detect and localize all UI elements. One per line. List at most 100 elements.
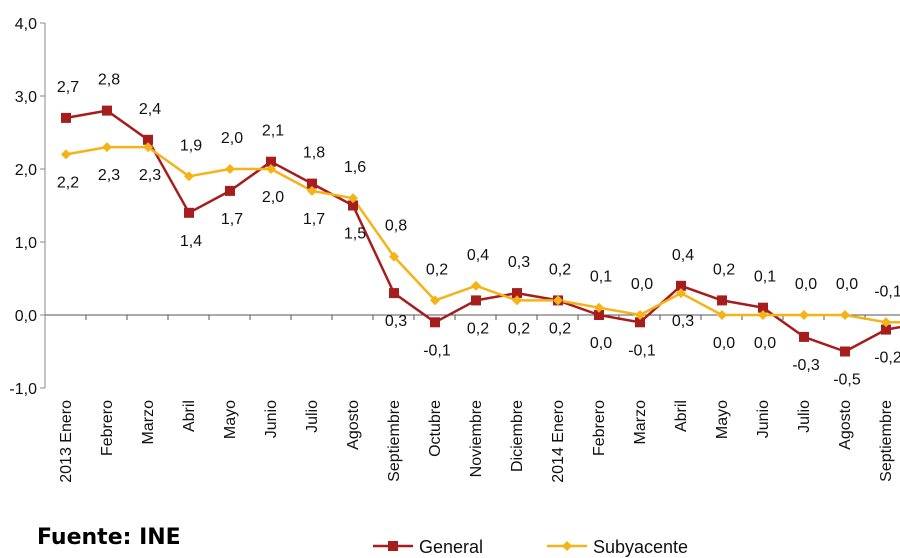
legend-label-general: General [419,537,483,557]
x-tick-label: Septiembre [878,400,895,482]
data-label-general: 1,8 [303,145,325,162]
data-point-general [102,105,112,116]
x-tick-label: Octubre [427,400,444,457]
data-point-general [881,324,891,335]
data-point-general [594,310,604,320]
data-point-general [430,317,440,328]
legend-marker-general [388,541,398,551]
data-label-general: 2,1 [262,123,284,140]
data-label-subyacente: 2,0 [262,189,284,206]
x-tick-label: Agosto [345,400,362,450]
y-tick-label: 3,0 [15,89,37,106]
data-label-general: 0,4 [672,247,694,264]
x-tick-label: Abril [673,400,690,432]
data-label-subyacente: 0,0 [795,276,817,293]
x-tick-label: Noviembre [468,400,485,477]
data-label-subyacente: 2,3 [98,167,120,184]
data-label-subyacente: 1,9 [180,137,202,154]
data-label-general: 2,8 [98,72,120,89]
data-label-general: 0,2 [467,320,489,337]
data-label-subyacente: 0,0 [754,335,776,352]
data-point-subyacente [553,295,563,306]
data-point-subyacente [471,280,481,291]
data-label-general: -0,3 [792,357,820,374]
x-tick-label: 2014 Enero [550,400,567,483]
x-tick-label: Junio [263,400,280,438]
data-point-general [225,185,235,196]
x-tick-label: Diciembre [509,400,526,472]
data-point-subyacente [881,317,891,328]
data-label-general: 0,3 [385,313,407,330]
data-label-subyacente: 0,4 [467,247,489,264]
x-tick-label: Febrero [591,400,608,456]
y-tick-label: -1,0 [9,381,37,398]
data-point-subyacente [307,185,317,196]
data-point-subyacente [758,310,768,320]
data-label-general: 1,7 [221,211,243,228]
data-label-subyacente: 0,0 [631,276,653,293]
data-label-subyacente: 0,2 [426,261,448,278]
x-tick-label: Marzo [140,400,157,445]
data-label-general: 2,7 [57,79,79,96]
series-line-general [65,109,900,353]
data-point-subyacente [594,302,604,313]
data-label-general: 1,4 [180,233,202,250]
data-point-general [266,156,276,167]
data-label-subyacente: 1,6 [344,159,366,176]
x-tick-label: Agosto [837,400,854,450]
data-label-general: 0,1 [754,269,776,286]
data-label-subyacente: 0,2 [508,320,530,337]
data-label-general: -0,1 [628,342,656,359]
x-tick-label: Marzo [632,400,649,445]
data-point-subyacente [143,142,153,153]
chart-series [61,105,900,357]
data-point-subyacente [102,142,112,153]
data-point-subyacente [840,310,850,320]
data-point-subyacente [225,164,235,174]
legend-marker-subyacente [562,541,572,551]
data-point-subyacente [717,310,727,320]
data-label-subyacente: 2,3 [139,167,161,184]
data-point-subyacente [348,193,358,204]
data-point-general [471,295,481,306]
x-tick-label: 2013 Enero [58,400,75,483]
chart-legend: General Subyacente [373,537,688,557]
data-label-subyacente: 0,8 [385,218,407,235]
data-label-general: -0,2 [874,350,900,367]
data-point-subyacente [512,295,522,306]
data-label-general: 0,2 [713,261,735,278]
x-tick-label: Julio [304,400,321,433]
data-label-general: 0,2 [549,261,571,278]
data-label-subyacente: 0,3 [672,313,694,330]
y-tick-label: 4,0 [15,16,37,33]
data-label-general: -0,1 [423,342,451,359]
data-point-general [348,200,358,211]
data-label-general: 2,4 [139,101,161,118]
x-tick-label: Mayo [222,400,239,439]
y-tick-label: 2,0 [15,162,37,179]
x-tick-label: Septiembre [386,400,403,482]
data-point-subyacente [61,149,71,160]
data-point-general [61,112,71,123]
data-label-subyacente: 2,2 [57,174,79,191]
x-tick-label: Mayo [714,400,731,439]
chart-data-labels: 2,7 2,2 2,8 2,3 2,4 2,3 1,4 1,9 1,7 2,0 2,1 2,0 1,8 1… [57,72,900,389]
source-caption: Fuente: INE [37,525,181,550]
data-point-subyacente [266,164,276,174]
data-point-subyacente [799,310,809,320]
data-point-general [799,331,809,342]
data-label-general: -0,5 [833,372,861,389]
data-point-general [635,317,645,328]
data-point-general [717,295,727,306]
data-point-subyacente [635,310,645,320]
y-tick-label: 1,0 [15,235,37,252]
data-point-subyacente [676,288,686,299]
x-tick-label: Junio [755,400,772,438]
data-label-general: 0,3 [508,254,530,271]
data-point-general [389,288,399,299]
data-label-subyacente: 2,0 [221,130,243,147]
data-label-subyacente: 0,1 [590,269,612,286]
data-point-general [143,134,153,145]
data-point-general [758,302,768,313]
